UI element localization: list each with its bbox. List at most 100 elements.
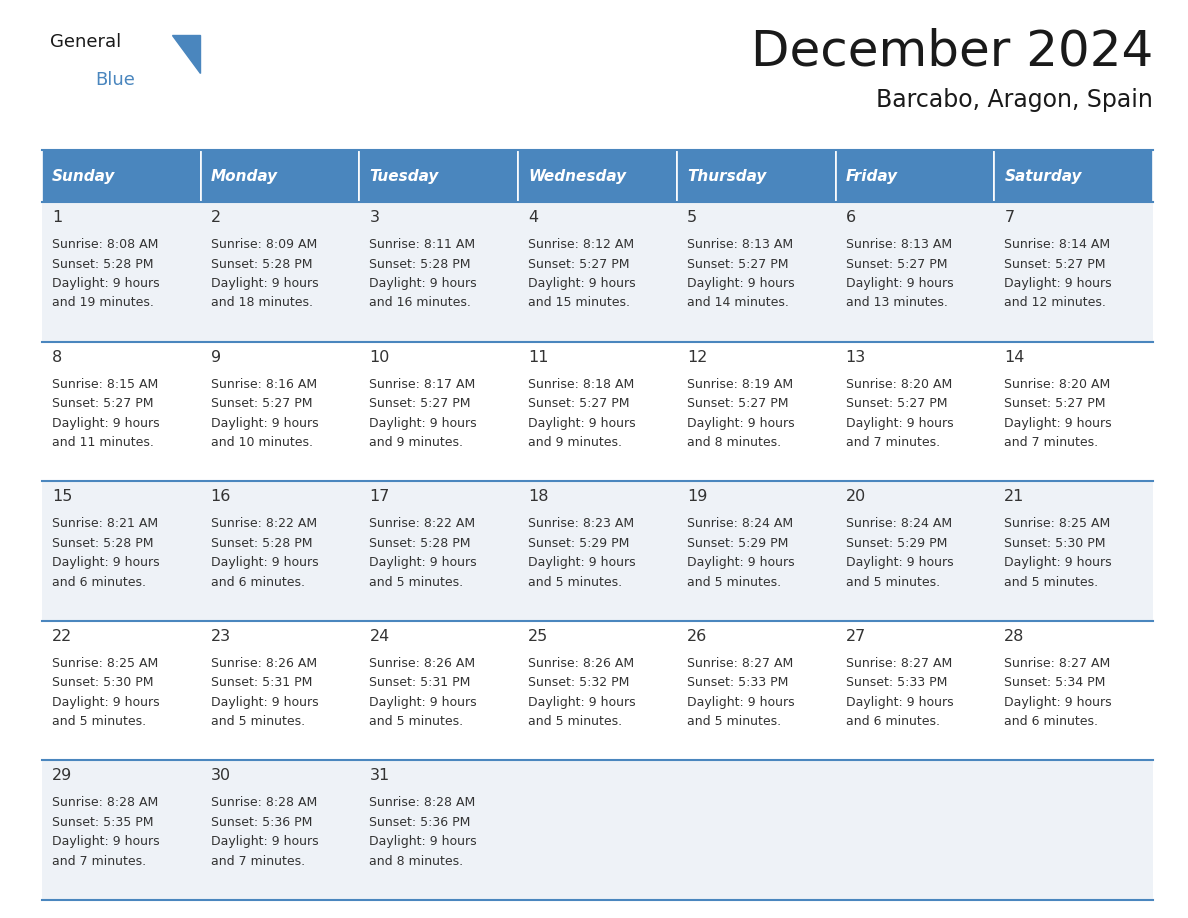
Text: Sunset: 5:29 PM: Sunset: 5:29 PM — [846, 537, 947, 550]
Text: 8: 8 — [52, 350, 62, 364]
Text: Sunset: 5:27 PM: Sunset: 5:27 PM — [52, 397, 153, 410]
Bar — [677, 481, 835, 621]
Text: Friday: Friday — [846, 169, 898, 184]
Text: and 9 minutes.: and 9 minutes. — [369, 436, 463, 449]
Bar — [835, 150, 994, 202]
Bar — [518, 621, 677, 760]
Text: Daylight: 9 hours: Daylight: 9 hours — [210, 696, 318, 709]
Text: Daylight: 9 hours: Daylight: 9 hours — [52, 417, 159, 430]
Text: Thursday: Thursday — [687, 169, 766, 184]
Text: 7: 7 — [1004, 210, 1015, 225]
Text: Daylight: 9 hours: Daylight: 9 hours — [687, 277, 795, 290]
Text: Sunset: 5:30 PM: Sunset: 5:30 PM — [1004, 537, 1106, 550]
Text: Sunset: 5:27 PM: Sunset: 5:27 PM — [369, 397, 470, 410]
Bar — [201, 481, 360, 621]
Bar — [518, 202, 677, 341]
Text: Sunrise: 8:16 AM: Sunrise: 8:16 AM — [210, 377, 317, 390]
Text: Wednesday: Wednesday — [529, 169, 626, 184]
Text: and 6 minutes.: and 6 minutes. — [1004, 715, 1098, 728]
Text: Daylight: 9 hours: Daylight: 9 hours — [52, 277, 159, 290]
Text: Sunset: 5:28 PM: Sunset: 5:28 PM — [210, 537, 312, 550]
Text: Sunrise: 8:25 AM: Sunrise: 8:25 AM — [52, 656, 158, 670]
Text: Daylight: 9 hours: Daylight: 9 hours — [846, 417, 953, 430]
Text: Sunrise: 8:21 AM: Sunrise: 8:21 AM — [52, 517, 158, 531]
Text: Sunrise: 8:27 AM: Sunrise: 8:27 AM — [687, 656, 794, 670]
Text: Sunrise: 8:18 AM: Sunrise: 8:18 AM — [529, 377, 634, 390]
Text: and 8 minutes.: and 8 minutes. — [687, 436, 781, 449]
Text: Sunset: 5:27 PM: Sunset: 5:27 PM — [846, 397, 947, 410]
Bar — [835, 202, 994, 341]
Text: Daylight: 9 hours: Daylight: 9 hours — [52, 556, 159, 569]
Text: Sunrise: 8:14 AM: Sunrise: 8:14 AM — [1004, 238, 1111, 251]
Text: Sunset: 5:29 PM: Sunset: 5:29 PM — [687, 537, 788, 550]
Text: and 15 minutes.: and 15 minutes. — [529, 297, 630, 309]
Text: Sunrise: 8:28 AM: Sunrise: 8:28 AM — [52, 797, 158, 810]
Text: and 7 minutes.: and 7 minutes. — [846, 436, 940, 449]
Text: Daylight: 9 hours: Daylight: 9 hours — [369, 556, 478, 569]
Text: Daylight: 9 hours: Daylight: 9 hours — [687, 696, 795, 709]
Bar — [994, 202, 1154, 341]
Bar — [42, 341, 201, 481]
Text: and 7 minutes.: and 7 minutes. — [52, 855, 146, 868]
Text: Daylight: 9 hours: Daylight: 9 hours — [369, 696, 478, 709]
Text: Sunset: 5:32 PM: Sunset: 5:32 PM — [529, 677, 630, 689]
Text: 16: 16 — [210, 489, 232, 504]
Text: and 5 minutes.: and 5 minutes. — [369, 576, 463, 588]
Text: 2: 2 — [210, 210, 221, 225]
Bar — [360, 481, 518, 621]
Text: and 19 minutes.: and 19 minutes. — [52, 297, 154, 309]
Text: Sunset: 5:33 PM: Sunset: 5:33 PM — [687, 677, 788, 689]
Bar — [201, 760, 360, 900]
Bar — [360, 150, 518, 202]
Text: 9: 9 — [210, 350, 221, 364]
Text: Sunrise: 8:09 AM: Sunrise: 8:09 AM — [210, 238, 317, 251]
Text: Daylight: 9 hours: Daylight: 9 hours — [1004, 556, 1112, 569]
Text: 12: 12 — [687, 350, 707, 364]
Polygon shape — [172, 35, 200, 73]
Bar — [42, 621, 201, 760]
Text: 1: 1 — [52, 210, 62, 225]
Text: Daylight: 9 hours: Daylight: 9 hours — [210, 556, 318, 569]
Text: 30: 30 — [210, 768, 230, 783]
Text: and 12 minutes.: and 12 minutes. — [1004, 297, 1106, 309]
Text: and 5 minutes.: and 5 minutes. — [687, 715, 781, 728]
Text: Daylight: 9 hours: Daylight: 9 hours — [210, 417, 318, 430]
Text: Daylight: 9 hours: Daylight: 9 hours — [529, 417, 636, 430]
Bar — [360, 341, 518, 481]
Bar — [201, 621, 360, 760]
Text: 29: 29 — [52, 768, 72, 783]
Text: Daylight: 9 hours: Daylight: 9 hours — [687, 417, 795, 430]
Bar — [835, 481, 994, 621]
Text: Sunrise: 8:24 AM: Sunrise: 8:24 AM — [846, 517, 952, 531]
Text: Sunrise: 8:13 AM: Sunrise: 8:13 AM — [846, 238, 952, 251]
Text: and 9 minutes.: and 9 minutes. — [529, 436, 623, 449]
Text: and 13 minutes.: and 13 minutes. — [846, 297, 948, 309]
Text: Sunset: 5:28 PM: Sunset: 5:28 PM — [210, 258, 312, 271]
Text: 10: 10 — [369, 350, 390, 364]
Bar — [518, 760, 677, 900]
Text: and 5 minutes.: and 5 minutes. — [687, 576, 781, 588]
Text: Daylight: 9 hours: Daylight: 9 hours — [52, 696, 159, 709]
Text: December 2024: December 2024 — [751, 28, 1154, 76]
Text: 6: 6 — [846, 210, 855, 225]
Text: and 5 minutes.: and 5 minutes. — [210, 715, 305, 728]
Text: 14: 14 — [1004, 350, 1025, 364]
Bar — [201, 202, 360, 341]
Text: Sunrise: 8:11 AM: Sunrise: 8:11 AM — [369, 238, 475, 251]
Text: 17: 17 — [369, 489, 390, 504]
Text: Sunday: Sunday — [52, 169, 115, 184]
Text: Daylight: 9 hours: Daylight: 9 hours — [369, 277, 478, 290]
Bar — [994, 481, 1154, 621]
Text: 22: 22 — [52, 629, 72, 644]
Text: Daylight: 9 hours: Daylight: 9 hours — [529, 696, 636, 709]
Text: and 5 minutes.: and 5 minutes. — [1004, 576, 1099, 588]
Text: Sunset: 5:28 PM: Sunset: 5:28 PM — [369, 537, 470, 550]
Text: Sunset: 5:34 PM: Sunset: 5:34 PM — [1004, 677, 1106, 689]
Text: Sunrise: 8:28 AM: Sunrise: 8:28 AM — [210, 797, 317, 810]
Text: Sunrise: 8:26 AM: Sunrise: 8:26 AM — [210, 656, 317, 670]
Text: and 14 minutes.: and 14 minutes. — [687, 297, 789, 309]
Bar — [42, 202, 201, 341]
Text: Sunrise: 8:26 AM: Sunrise: 8:26 AM — [529, 656, 634, 670]
Bar — [201, 150, 360, 202]
Text: Daylight: 9 hours: Daylight: 9 hours — [529, 277, 636, 290]
